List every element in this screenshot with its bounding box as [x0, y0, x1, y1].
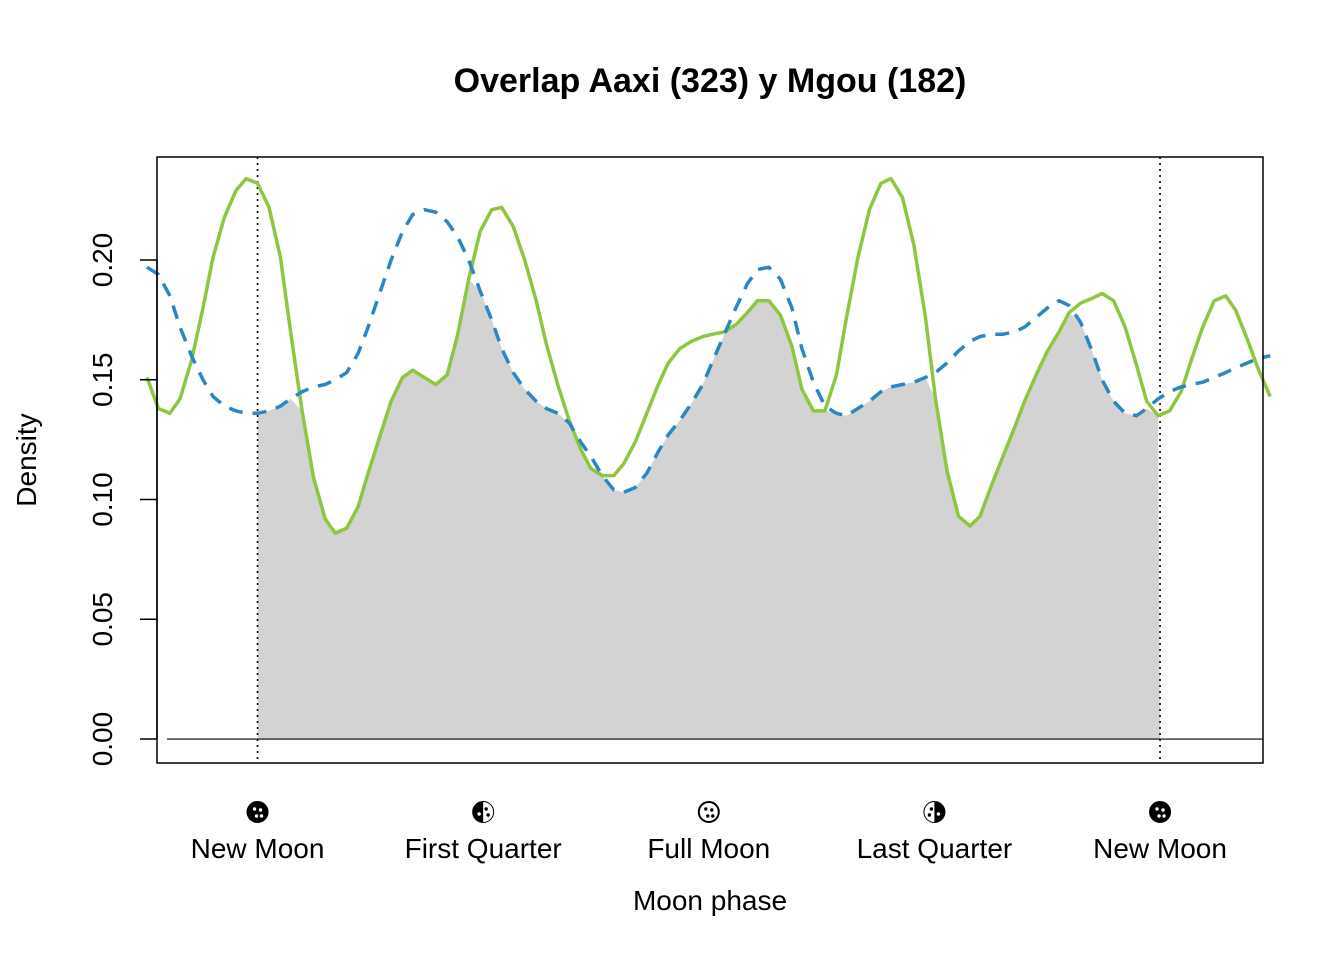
first-quarter-icon — [472, 801, 495, 823]
series-line-1 — [145, 207, 1271, 495]
new-moon-icon — [1149, 801, 1172, 823]
y-tick-label: 0.10 — [87, 472, 118, 527]
x-axis-label: Moon phase — [633, 885, 787, 916]
x-tick-label: Last Quarter — [857, 833, 1013, 864]
x-tick-label: First Quarter — [405, 833, 562, 864]
y-tick-label: 0.05 — [87, 592, 118, 647]
chart-title: Overlap Aaxi (323) y Mgou (182) — [454, 62, 967, 100]
full-moon-icon — [697, 801, 720, 823]
x-tick-label: New Moon — [1093, 833, 1227, 864]
new-moon-icon — [246, 801, 269, 823]
overlap-area — [257, 279, 1161, 740]
y-tick-label: 0.15 — [87, 353, 118, 408]
series-line-0 — [145, 176, 1272, 535]
x-tick-label: New Moon — [191, 833, 325, 864]
y-tick-label: 0.20 — [87, 233, 118, 288]
y-axis-label: Density — [11, 413, 42, 506]
plot-area — [145, 157, 1272, 763]
y-tick-label: 0.00 — [87, 712, 118, 767]
last-quarter-icon — [923, 801, 946, 823]
y-axis: 0.00 0.05 0.10 0.15 0.20 — [87, 233, 158, 767]
x-tick-label: Full Moon — [647, 833, 770, 864]
x-axis: New Moon First Quarter Full Moon Last Quart… — [191, 801, 1227, 864]
